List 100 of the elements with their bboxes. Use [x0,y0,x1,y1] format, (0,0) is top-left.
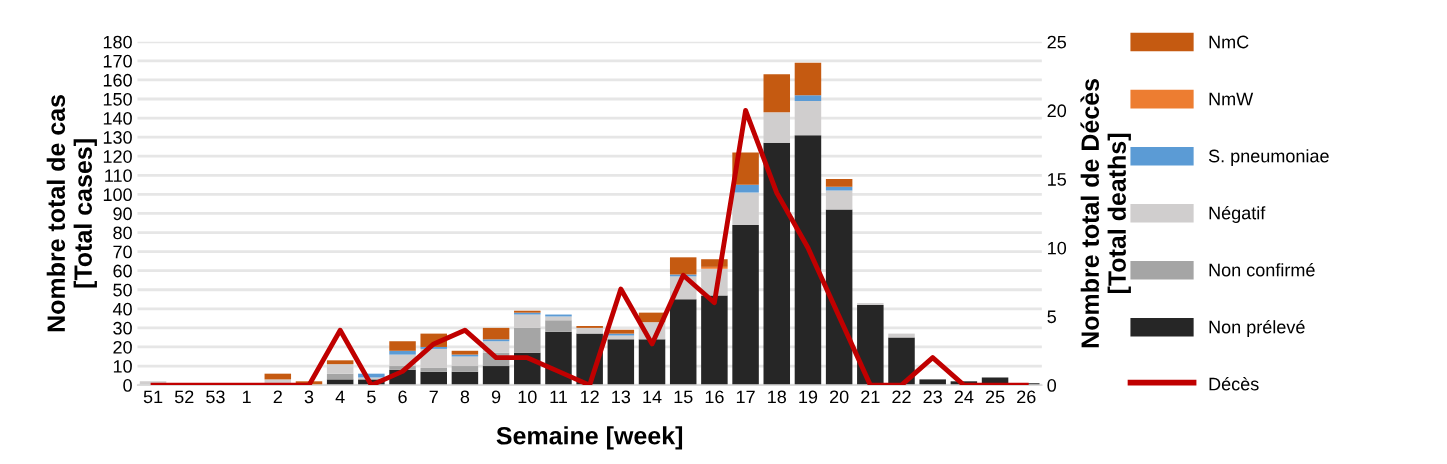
y2-tick-label: 15 [1048,173,1067,186]
bar [825,186,853,191]
bar [326,360,354,365]
legend-label: S. pneumoniae [1208,149,1329,166]
bar [482,366,510,386]
y2-tick-label: 0 [1047,379,1057,392]
y2-axis-title: Nombre total de Décès [Total deaths] [1080,79,1131,348]
x-tick-label: 10 [518,390,537,404]
bar [389,341,416,351]
x-tick-label: 2 [273,390,282,404]
bar [389,350,416,355]
bar [732,192,759,225]
x-tick-label: 17 [736,390,755,404]
bar [825,209,853,386]
y2-tick-label: 25 [1047,35,1067,49]
x-tick-label: 5 [367,390,376,404]
bar [794,135,822,386]
x-tick-label: 16 [705,390,724,404]
bar [701,295,728,386]
y-axis-title: Nombre total de cas [Total cases] [46,94,97,332]
x-tick-label: 15 [674,390,693,404]
x-tick-label: 1 [242,390,251,404]
bar [420,371,447,386]
bar [794,62,822,96]
y-tick-label: 0 [123,379,132,392]
x-tick-label: 13 [612,390,631,404]
bar [545,320,572,332]
y-tick-label: 50 [113,283,132,297]
y-tick-label: 40 [112,302,132,316]
y-tick-label: 30 [113,321,132,335]
bar [326,364,354,374]
x-tick-label: 19 [799,390,818,404]
bar [732,224,759,386]
bar [451,356,479,367]
y-tick-label: 90 [113,207,132,221]
legend-label: NmC [1209,35,1249,49]
bar [576,327,603,334]
legend-label: Non prélevé [1209,319,1305,338]
bar [825,179,853,187]
bar [669,299,697,386]
x-tick-label: 22 [892,390,911,404]
x-tick-label: 53 [206,390,225,404]
x-tick-label: 51 [143,390,163,404]
y-tick-label: 180 [103,35,132,49]
legend-label: NmW [1209,92,1254,106]
bar [420,367,447,372]
x-tick-label: 24 [954,390,974,404]
y-tick-label: 70 [113,245,132,259]
y2-tick-label: 20 [1047,104,1067,118]
y-tick-label: 170 [103,54,132,68]
y-tick-label: 110 [105,169,132,183]
x-tick-label: 7 [429,390,438,404]
y-tick-label: 20 [113,340,132,354]
bar [763,142,791,386]
bar [482,327,510,340]
x-tick-label: 9 [491,390,501,404]
y-tick-label: 130 [103,131,132,144]
bar [763,112,791,143]
bar [794,95,822,101]
legend-label: Décès [1209,376,1259,391]
x-tick-label: 21 [861,390,880,404]
y2-tick-label: 5 [1047,310,1056,324]
bar [514,327,541,353]
bar [794,100,822,136]
x-tick-label: 8 [460,390,470,404]
x-tick-label: 18 [768,390,787,404]
bar [607,339,635,386]
bar [451,350,479,355]
y-tick-label: 150 [103,92,132,106]
x-tick-label: 52 [174,390,194,404]
bar [638,339,666,386]
x-tick-label: 25 [985,390,1005,404]
bar [669,257,697,275]
x-tick-label: 4 [335,390,345,404]
bar [451,366,479,372]
y-tick-label: 120 [103,150,132,163]
bar [888,337,915,386]
x-tick-label: 20 [830,390,849,404]
bar [857,305,884,386]
x-tick-label: 14 [643,390,662,404]
x-tick-label: 11 [550,390,567,404]
y-tick-label: 10 [113,359,132,373]
y-tick-label: 140 [103,112,132,125]
bar [607,329,635,334]
x-tick-label: 23 [923,390,942,404]
x-tick-label: 6 [398,390,407,404]
y-tick-label: 160 [103,73,132,87]
y2-tick-label: 10 [1048,241,1067,255]
y-tick-label: 80 [113,226,132,240]
x-axis-title: Semaine [week] [496,426,683,450]
x-tick-label: 12 [580,390,599,404]
bar [825,190,853,210]
legend-label: Négatif [1209,205,1266,223]
legend-label: Non confirmé [1209,262,1315,277]
y-tick-label: 100 [103,188,132,202]
x-tick-label: 3 [304,390,314,404]
bar [514,314,541,328]
bar [763,74,791,113]
bar [545,316,572,321]
y-tick-label: 60 [113,264,132,278]
